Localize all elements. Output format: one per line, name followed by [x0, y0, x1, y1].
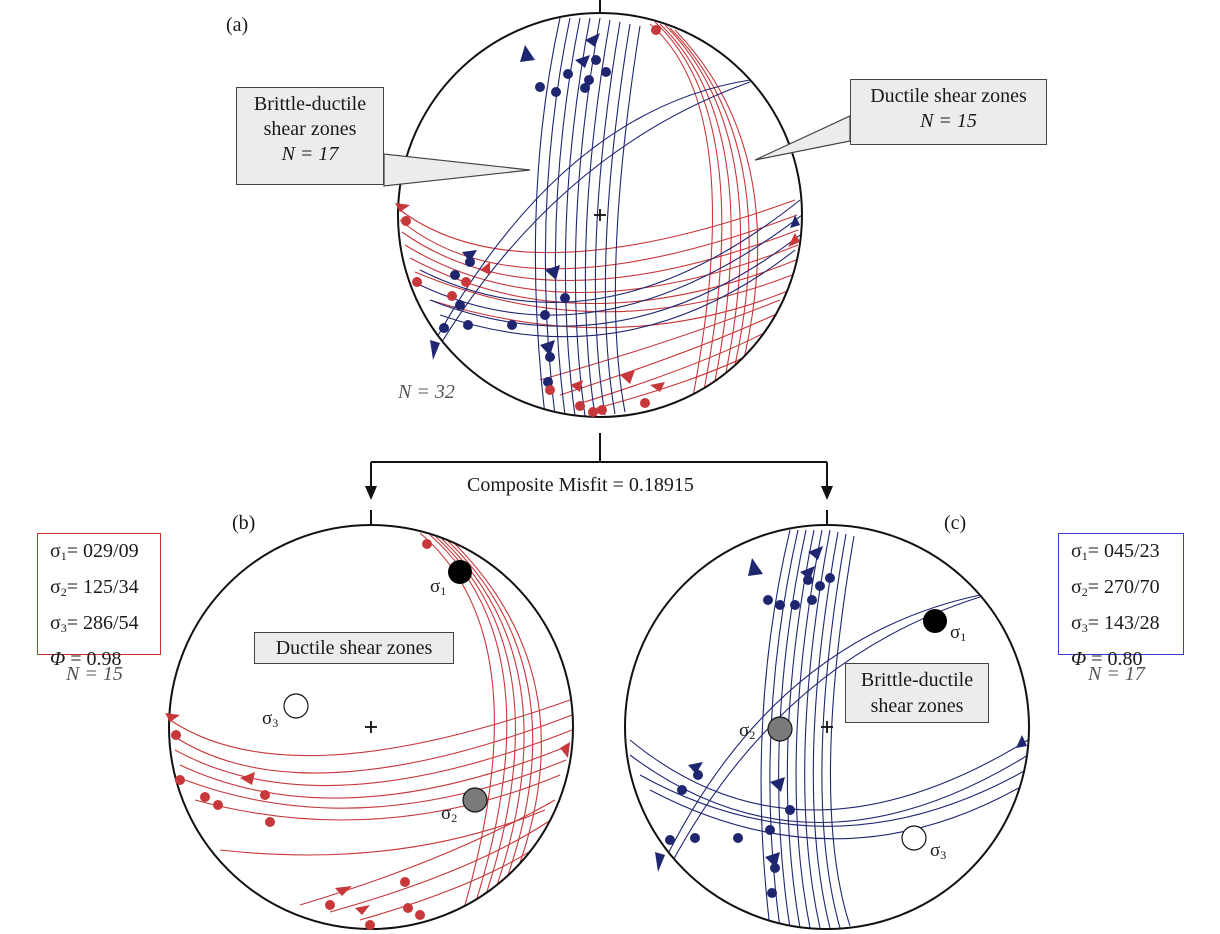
title-c-line2: shear zones — [870, 695, 964, 717]
sigma3-marker-c — [901, 825, 927, 851]
title-ductile-b: Ductile shear zones — [254, 632, 454, 664]
stress-box-b: σ1= 029/09 σ2= 125/34 σ3= 286/54 Φ = 0.9… — [37, 533, 161, 670]
lineation-dots-c — [665, 573, 835, 898]
great-circles-a — [399, 17, 802, 417]
sigma3-label-c: σ3 — [930, 840, 947, 862]
lineation-dots-blue-a — [439, 55, 611, 387]
sigma2-marker-b — [462, 787, 488, 813]
n-label-c: N = 17 — [1088, 663, 1145, 685]
stress-s3-b: σ3= 286/54 — [50, 612, 139, 635]
stress-s2-b: σ2= 125/34 — [50, 576, 139, 599]
sigma1-label-c: σ1 — [950, 622, 967, 644]
panel-label-a: (a) — [226, 14, 249, 36]
slip-arrows-red-a — [395, 203, 800, 392]
callout-right-count: N = 15 — [920, 110, 977, 132]
stereonet-c — [624, 510, 1030, 930]
great-circles-c — [629, 529, 1029, 929]
stress-phi-c: Φ = 0.80 — [1071, 648, 1143, 670]
sigma2-marker-c — [767, 716, 793, 742]
stereonet-a — [383, 0, 851, 418]
callout-right-line1: Ductile shear zones — [870, 85, 1027, 107]
sigma1-marker-c — [923, 609, 947, 633]
sigma2-label-c: σ2 — [739, 720, 756, 742]
stereonet-b — [165, 510, 574, 930]
n-label-a: N = 32 — [398, 381, 455, 403]
panel-label-b: (b) — [232, 512, 256, 534]
title-brittle-ductile-c: Brittle-ductile shear zones — [845, 663, 989, 723]
stress-s2-c: σ2= 270/70 — [1071, 576, 1160, 599]
lineation-dots-b — [171, 539, 432, 930]
sigma2-label-b: σ2 — [441, 803, 458, 825]
sigma1-label-b: σ1 — [430, 576, 447, 598]
panel-label-c: (c) — [944, 512, 967, 534]
stress-s1-c: σ1= 045/23 — [1071, 540, 1160, 563]
stress-s1-b: σ1= 029/09 — [50, 540, 139, 563]
callout-brittle-ductile-a: Brittle-ductile shear zones N = 17 — [236, 87, 384, 185]
slip-arrows-c — [655, 546, 1027, 872]
lineation-dots-red-a — [401, 25, 661, 417]
sigma3-marker-b — [283, 693, 309, 719]
slip-arrows-blue-a — [430, 33, 800, 360]
callout-ductile-a: Ductile shear zones N = 15 — [850, 79, 1047, 145]
sigma1-marker-b — [448, 560, 472, 584]
sigma3-label-b: σ3 — [262, 708, 279, 730]
slip-arrows-b — [165, 713, 570, 915]
title-c-line1: Brittle-ductile — [860, 669, 974, 691]
stress-s3-c: σ3= 143/28 — [1071, 612, 1160, 635]
callout-left-line1: Brittle-ductile — [253, 93, 367, 115]
callout-left-count: N = 17 — [281, 143, 339, 165]
n-label-b: N = 15 — [66, 663, 123, 685]
stress-box-c: σ1= 045/23 σ2= 270/70 σ3= 143/28 Φ = 0.8… — [1058, 533, 1184, 670]
connector-arrows — [365, 433, 833, 500]
stress-phi-b: Φ = 0.98 — [50, 648, 122, 670]
composite-misfit: Composite Misfit = 0.18915 — [467, 474, 694, 496]
callout-left-line2: shear zones — [263, 118, 357, 140]
